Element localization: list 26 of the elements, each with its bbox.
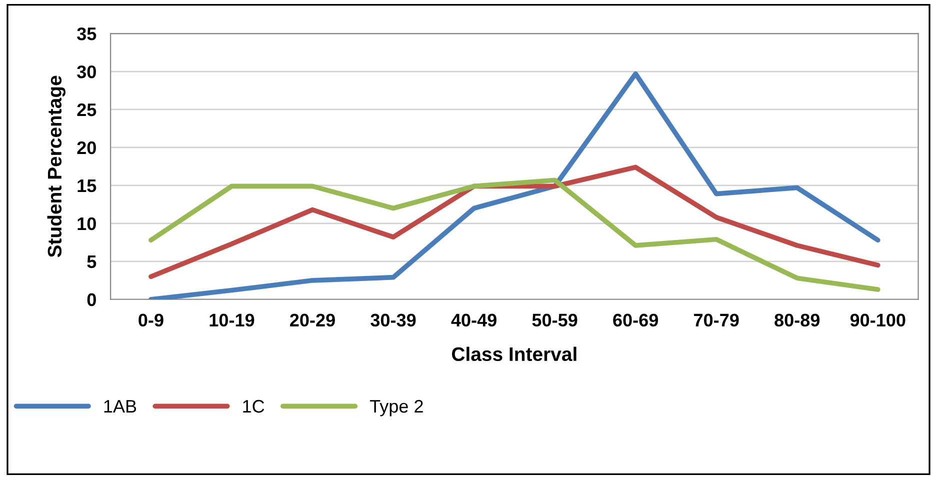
x-tick-label: 80-89 <box>774 314 820 327</box>
y-tick-label: 0 <box>87 293 96 306</box>
x-tick-label: 60-69 <box>613 314 658 327</box>
x-tick-label: 70-79 <box>694 314 739 327</box>
x-tick-label: 10-19 <box>210 314 254 327</box>
line-series <box>148 178 880 292</box>
y-tick-label: 30 <box>77 65 96 78</box>
legend-label: 1AB <box>104 400 136 413</box>
y-axis-title: Student Percentage <box>47 76 66 258</box>
x-axis-title: Class Interval <box>452 346 576 362</box>
y-tick-label: 20 <box>77 141 96 154</box>
x-tick-label: 40-49 <box>451 314 496 327</box>
legend-label: 1C <box>243 400 264 413</box>
y-tick-label: 10 <box>78 217 96 230</box>
legend-label: Type 2 <box>370 400 423 416</box>
line-series <box>148 164 880 280</box>
y-tick-label: 15 <box>78 180 96 192</box>
y-tick-label: 5 <box>87 256 96 268</box>
x-tick-label: 20-29 <box>290 314 335 327</box>
x-tick-label: 30-39 <box>370 314 416 327</box>
line-series <box>148 71 880 300</box>
y-tick-label: 25 <box>77 103 96 116</box>
y-tick-label: 35 <box>77 27 96 40</box>
x-tick-label: 90-100 <box>850 314 906 327</box>
x-tick-label: 50-59 <box>532 314 578 327</box>
x-tick-label: 0-9 <box>138 314 164 327</box>
